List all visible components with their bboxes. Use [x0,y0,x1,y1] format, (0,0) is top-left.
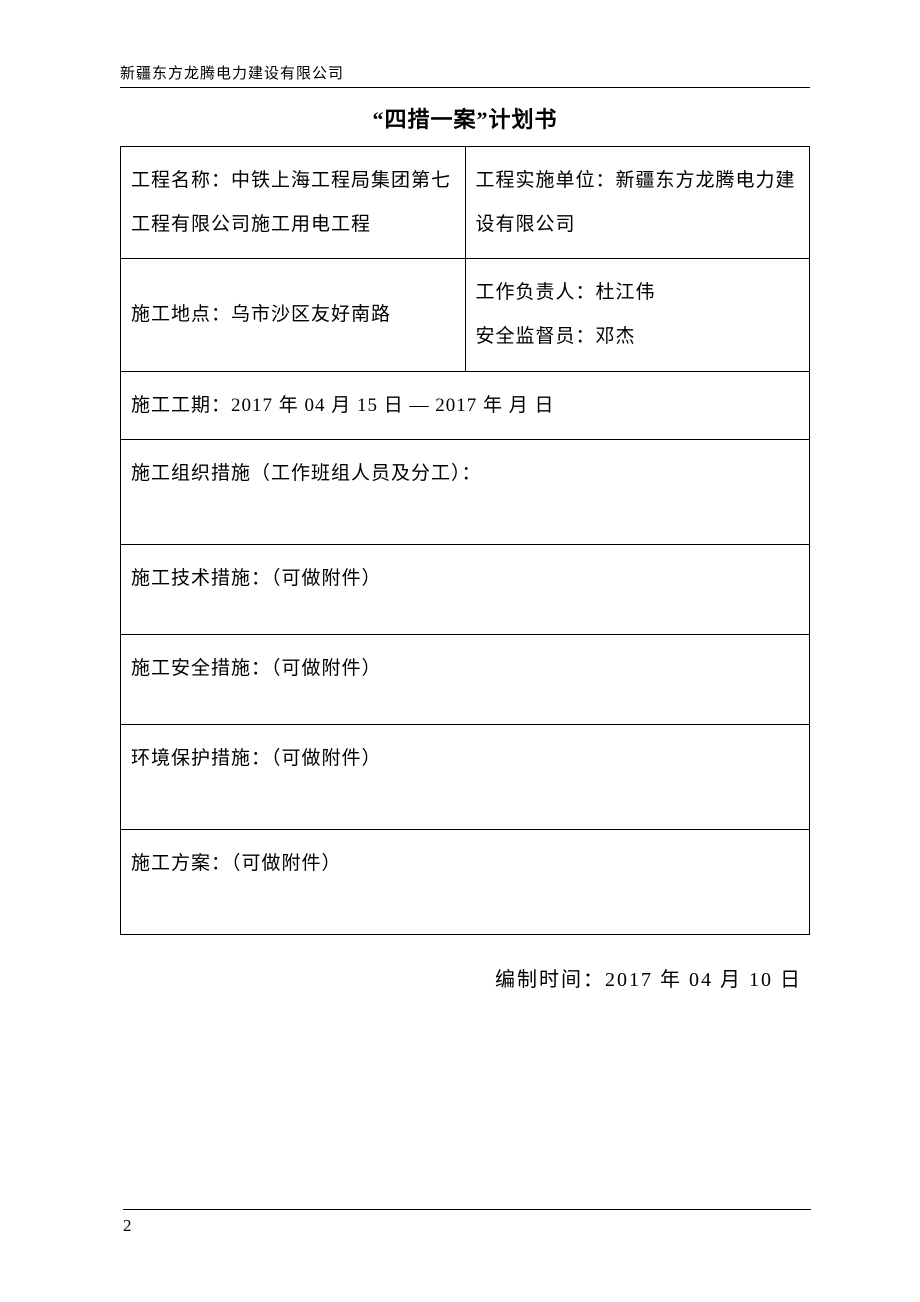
construction-location-cell: 施工地点：乌市沙区友好南路 [121,259,466,371]
table-row: 施工工期：2017 年 04 月 15 日 — 2017 年 月 日 [121,371,810,440]
work-leader: 工作负责人：杜江伟 [476,271,800,315]
header-organization: 新疆东方龙腾电力建设有限公司 [120,62,810,88]
technical-measures-cell: 施工技术措施：（可做附件） [121,545,810,635]
safety-supervisor: 安全监督员：邓杰 [476,315,800,359]
table-row: 施工组织措施（工作班组人员及分工）： [121,440,810,545]
organization-measures-cell: 施工组织措施（工作班组人员及分工）： [121,440,810,545]
project-name-cell: 工程名称：中铁上海工程局集团第七工程有限公司施工用电工程 [121,147,466,259]
safety-measures-cell: 施工安全措施：（可做附件） [121,635,810,725]
environmental-measures-cell: 环境保护措施：（可做附件） [121,725,810,830]
page-number: 2 [123,1209,811,1236]
document-page: 新疆东方龙腾电力建设有限公司 “四措一案”计划书 工程名称：中铁上海工程局集团第… [0,0,920,992]
plan-form-table: 工程名称：中铁上海工程局集团第七工程有限公司施工用电工程 工程实施单位：新疆东方… [120,146,810,935]
table-row: 施工方案：（可做附件） [121,830,810,935]
document-title: “四措一案”计划书 [120,102,810,134]
construction-plan-cell: 施工方案：（可做附件） [121,830,810,935]
table-row: 施工技术措施：（可做附件） [121,545,810,635]
table-row: 施工地点：乌市沙区友好南路 工作负责人：杜江伟 安全监督员：邓杰 [121,259,810,371]
construction-period-cell: 施工工期：2017 年 04 月 15 日 — 2017 年 月 日 [121,371,810,440]
table-row: 工程名称：中铁上海工程局集团第七工程有限公司施工用电工程 工程实施单位：新疆东方… [121,147,810,259]
compile-date: 编制时间：2017 年 04 月 10 日 [120,963,810,992]
table-row: 环境保护措施：（可做附件） [121,725,810,830]
table-row: 施工安全措施：（可做附件） [121,635,810,725]
implementation-unit-cell: 工程实施单位：新疆东方龙腾电力建设有限公司 [465,147,810,259]
personnel-cell: 工作负责人：杜江伟 安全监督员：邓杰 [465,259,810,371]
